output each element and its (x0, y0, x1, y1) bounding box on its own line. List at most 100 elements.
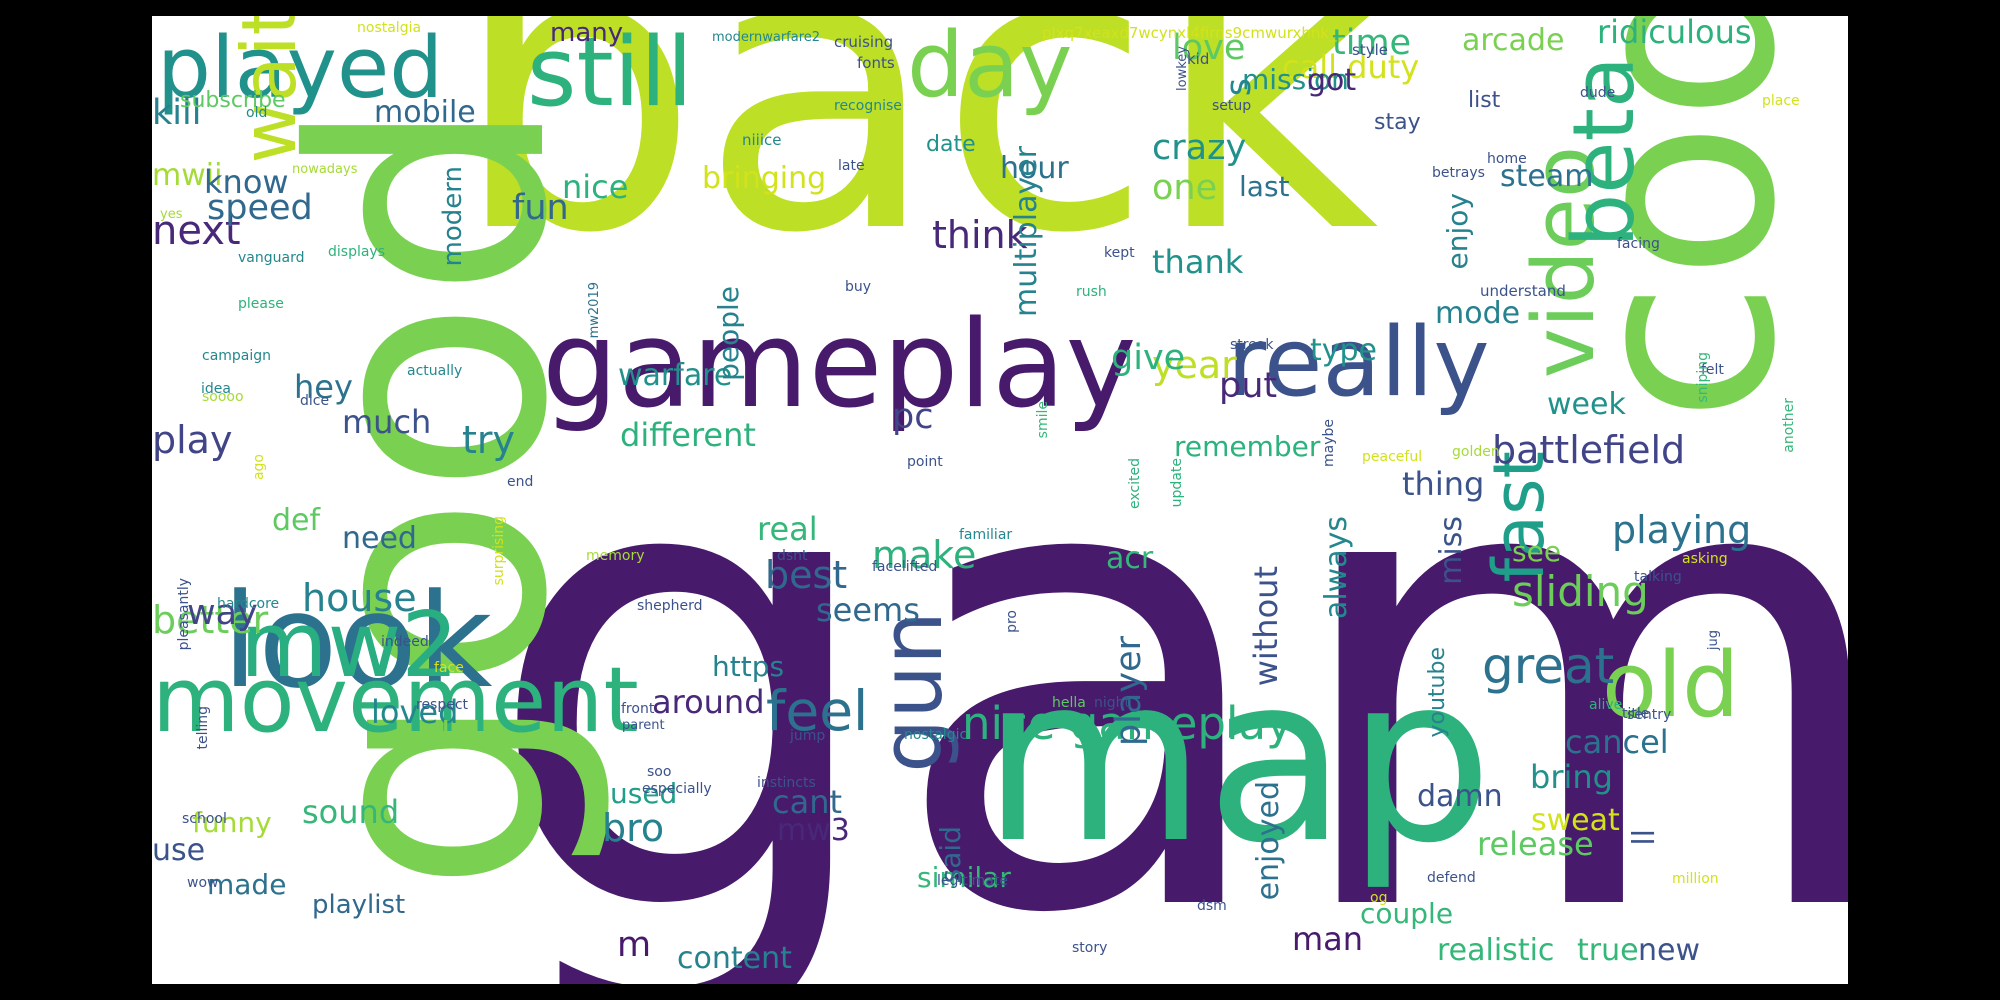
word-multiplayer: multiplayer (1009, 146, 1044, 317)
word-understand: understand (1480, 282, 1566, 300)
word-recognise: recognise (834, 98, 902, 114)
word-ll: ll (1627, 829, 1662, 846)
word-def: def (272, 503, 321, 538)
word-mission: mission (1242, 63, 1349, 96)
word-acr: acr (1106, 541, 1154, 576)
word-modernwarfare2: modernwarfare2 (712, 30, 821, 45)
word-defend: defend (1427, 870, 1476, 886)
word-feel: feel (766, 679, 869, 743)
word-lowkey: lowkey (1175, 46, 1190, 91)
word-true: true (1577, 933, 1639, 968)
word-night: night (1094, 695, 1131, 711)
word-kill: kill (152, 93, 202, 133)
word-stay: stay (1374, 110, 1421, 135)
word-cruising: cruising (834, 33, 894, 51)
word-much: much (342, 403, 432, 441)
word-dice: dice (300, 393, 330, 409)
word-mw2019: mw2019 (587, 282, 602, 339)
word-smile: smile (1035, 401, 1051, 439)
word-shepherd: shepherd (637, 598, 703, 614)
word-sniping: sniping (1695, 352, 1711, 403)
word-style: style (1352, 41, 1388, 59)
word-battlefield: battlefield (1492, 428, 1686, 472)
word-nice: nice (562, 168, 629, 206)
word-similar: similar (917, 861, 1011, 894)
word-bring: bring (1530, 758, 1613, 796)
word-ago: ago (251, 454, 267, 481)
word-telling: telling (195, 706, 211, 750)
word-m: m (617, 925, 652, 965)
word-gameplay: gameplay (542, 296, 1137, 435)
word-real: real (757, 510, 818, 548)
word-couple: couple (1360, 897, 1454, 930)
word-late: late (838, 158, 865, 174)
word-call-duty: call duty (1282, 48, 1420, 86)
word-pc: pc (892, 397, 934, 437)
word-funny: funny (192, 806, 272, 839)
word-date: date (926, 132, 976, 157)
word-gun: gun (863, 611, 962, 773)
word-thank: thank (1152, 243, 1244, 281)
word-dsnt: dsnt (777, 548, 808, 564)
word-content: content (677, 941, 792, 976)
word-place: place (1762, 93, 1800, 109)
word-respect: respect (416, 697, 469, 713)
word-really: really (1227, 308, 1490, 418)
word-hour: hour (1000, 151, 1069, 186)
word-cloud: gamebackgoodcodmapgameplaylookplayedstil… (152, 16, 1848, 984)
word-pro: pro (1004, 610, 1020, 633)
word-sentry: sentry (1627, 707, 1672, 723)
word-make: make (872, 533, 977, 577)
word-ridiculous: ridiculous (1597, 16, 1752, 51)
word-story: story (1072, 940, 1108, 956)
word-mobile: mobile (374, 95, 476, 130)
word-vanguard: vanguard (238, 250, 305, 266)
word-s: s (1219, 78, 1259, 97)
word-dsm: dsm (1197, 898, 1227, 914)
word-maybe: maybe (1321, 419, 1337, 468)
word-nowadays: nowadays (292, 162, 358, 177)
word-miss: miss (1434, 516, 1469, 585)
word-peaceful: peaceful (1362, 449, 1423, 465)
word-jump: jump (790, 728, 826, 744)
word-campaign: campaign (202, 348, 272, 364)
word-mw2: mw2 (240, 593, 459, 698)
word-hella: hella (1052, 695, 1086, 711)
word-steam: steam (1500, 159, 1594, 194)
word-remember: remember (1174, 430, 1321, 463)
word-got: got (1307, 63, 1357, 98)
word-around: around (652, 683, 765, 721)
word-know: know (204, 163, 289, 201)
word-school: school (182, 811, 227, 827)
word-facelifted: facelifted (872, 559, 938, 575)
word-realistic: realistic (1437, 933, 1555, 968)
word-nostalgic: nostalgic (904, 727, 968, 743)
word-front: front (621, 701, 655, 717)
word-jug: jug (1706, 630, 1721, 651)
word-cancel: cancel (1565, 723, 1669, 761)
word-idea: idea (201, 381, 231, 397)
word-fun: fun (512, 188, 569, 228)
word-bringing: bringing (702, 161, 827, 196)
word-best: best (765, 553, 848, 597)
word-arcade: arcade (1462, 23, 1565, 58)
word-streak: streak (1230, 337, 1274, 353)
word-niiice: niiice (742, 131, 782, 149)
word-put: put (1219, 366, 1278, 406)
word-people: people (712, 286, 745, 381)
word-great: great (1482, 637, 1615, 695)
word-better: better (152, 598, 269, 642)
word-memory: memory (586, 548, 645, 564)
word-actually: actually (407, 363, 463, 379)
word-title: title (1622, 706, 1650, 722)
word-game: game (482, 308, 1848, 985)
word-type: type (1310, 333, 1378, 368)
word-legitimate: legitimate (937, 873, 1008, 889)
word-played: played (157, 19, 444, 118)
word-different: different (620, 416, 756, 454)
word-soooo: soooo (202, 389, 244, 405)
word-love: love (1172, 28, 1246, 68)
word-dude: dude (1580, 85, 1616, 101)
word-sound: sound (302, 793, 400, 831)
word-nostalgia: nostalgia (357, 20, 422, 36)
